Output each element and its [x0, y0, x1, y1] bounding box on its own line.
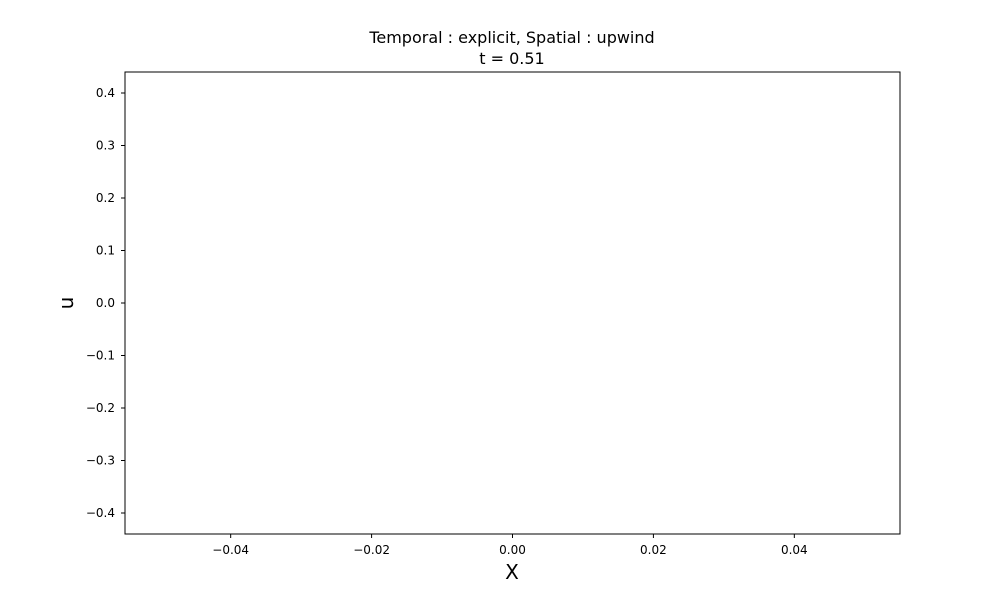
chart-subtitle: t = 0.51: [479, 49, 544, 68]
y-tick-label: −0.4: [86, 506, 115, 520]
y-tick-label: 0.0: [96, 296, 115, 310]
y-axis: 0.4 0.3 0.2 0.1 0.0 −0.1 −0.2 −0.3 −0.4: [86, 86, 125, 520]
x-tick-label: 0.00: [499, 543, 526, 557]
x-axis: −0.04 −0.02 0.00 0.02 0.04: [212, 534, 808, 557]
chart-title: Temporal : explicit, Spatial : upwind: [368, 28, 654, 47]
plot-area: [124, 71, 901, 535]
x-tick-label: −0.02: [353, 543, 390, 557]
y-tick-label: −0.3: [86, 454, 115, 468]
y-tick-label: 0.2: [96, 191, 115, 205]
y-tick-label: −0.2: [86, 401, 115, 415]
x-tick-label: −0.04: [212, 543, 249, 557]
y-tick-label: 0.3: [96, 139, 115, 153]
y-axis-label: u: [54, 297, 78, 310]
y-tick-label: 0.1: [96, 244, 115, 258]
x-tick-label: 0.02: [640, 543, 667, 557]
x-axis-label: X: [505, 560, 519, 584]
x-tick-label: 0.04: [781, 543, 808, 557]
y-tick-label: −0.1: [86, 349, 115, 363]
y-tick-label: 0.4: [96, 86, 115, 100]
